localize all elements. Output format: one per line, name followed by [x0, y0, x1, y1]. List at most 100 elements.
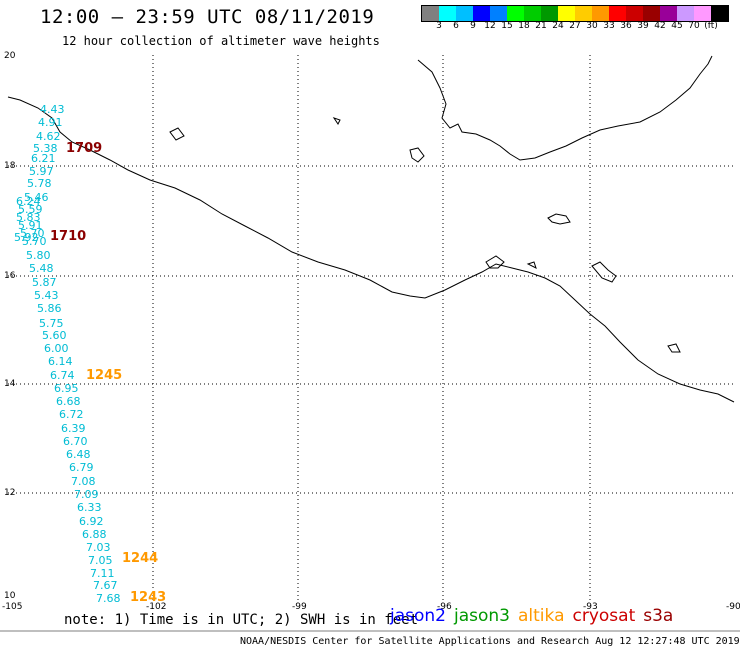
wave-height-label: 7.68: [96, 592, 121, 605]
wave-height-label: 5.38: [33, 142, 58, 155]
wave-height-label: 4.91: [38, 116, 63, 129]
scale-label: 30: [586, 21, 598, 31]
lon-tick-label: -99: [292, 602, 307, 612]
wave-height-label: 6.21: [31, 152, 56, 165]
scale-swatch: [660, 6, 677, 21]
wave-height-label: 6.14: [48, 355, 73, 368]
legend-item-altika: altika: [518, 606, 565, 626]
scale-swatch: [439, 6, 456, 21]
scale-swatch: [473, 6, 490, 21]
wave-height-label: 5.70: [20, 227, 45, 240]
wave-height-label: 6.88: [82, 528, 107, 541]
footer-note: note: 1) Time is in UTC; 2) SWH is in fe…: [64, 612, 419, 628]
wave-height-label: 7.03: [86, 541, 111, 554]
lat-tick-label: 12: [4, 488, 16, 498]
scale-label: 70: [688, 21, 700, 31]
scale-swatch: [456, 6, 473, 21]
wave-height-label: 5.43: [34, 289, 59, 302]
scale-label: 42: [654, 21, 666, 31]
color-scale: [421, 5, 729, 22]
wave-height-label: 6.79: [69, 461, 94, 474]
wave-height-label: 7.11: [90, 567, 115, 580]
wave-height-label: 6.68: [56, 395, 81, 408]
lat-tick-label: 14: [4, 379, 16, 389]
legend-item-s3a: s3a: [643, 606, 674, 626]
wave-height-label: 6.74: [50, 369, 75, 382]
lat-tick-label: 16: [4, 271, 16, 281]
scale-label: 33: [603, 21, 615, 31]
lon-tick-label: -93: [583, 602, 598, 612]
wave-height-label: 5.87: [32, 276, 57, 289]
scale-label: 27: [569, 21, 581, 31]
wave-height-label: 5.70: [22, 235, 47, 248]
scale-swatch: [677, 6, 694, 21]
scale-label: 39: [637, 21, 649, 31]
wave-height-label: 6.48: [66, 448, 91, 461]
scale-swatch: [711, 6, 728, 21]
wave-height-label: 6.72: [59, 408, 84, 421]
wave-height-label: 6.92: [79, 515, 104, 528]
wave-height-label: 5.59: [18, 203, 43, 216]
wave-height-label: 5.97: [29, 165, 54, 178]
scale-label: 21: [535, 21, 547, 31]
satellite-legend: jason2 jason3 altika cryosat s3a: [390, 606, 681, 626]
wave-height-label: 6.70: [63, 435, 88, 448]
wave-height-label: 6.39: [61, 422, 86, 435]
wave-height-label: 5.92: [14, 231, 39, 244]
wave-height-label: 4.43: [40, 103, 65, 116]
wave-height-label: 6.95: [54, 382, 79, 395]
wave-height-label: 7.08: [71, 475, 96, 488]
scale-swatch: [524, 6, 541, 21]
scale-label: 36: [620, 21, 632, 31]
lat-tick-label: 20: [4, 51, 16, 61]
legend-item-cryosat: cryosat: [572, 606, 636, 626]
scale-swatch: [609, 6, 626, 21]
wave-height-label: 5.46: [24, 191, 49, 204]
scale-swatch: [507, 6, 524, 21]
page-subtitle: 12 hour collection of altimeter wave hei…: [62, 34, 380, 48]
pass-time-label: 1709: [66, 141, 103, 156]
credit-line: NOAA/NESDIS Center for Satellite Applica…: [240, 636, 740, 647]
lon-tick-label: -102: [146, 602, 167, 612]
wave-height-label: 4.62: [36, 130, 61, 143]
scale-swatch: [643, 6, 660, 21]
scale-swatch: [558, 6, 575, 21]
graticule: [8, 55, 735, 600]
pass-time-label: 1244: [122, 551, 159, 566]
scale-swatch: [422, 6, 439, 21]
scale-label: 6: [453, 21, 459, 31]
scale-label: 45: [671, 21, 683, 31]
lon-tick-label: -90: [726, 602, 740, 612]
wave-height-label: 5.83: [16, 211, 41, 224]
pass-time-label: 1710: [50, 229, 87, 244]
scale-label: 9: [470, 21, 476, 31]
lon-tick-label: -105: [2, 602, 23, 612]
wave-height-label: 5.48: [29, 262, 54, 275]
wave-height-label: 6.00: [44, 342, 69, 355]
scale-label: 3: [436, 21, 442, 31]
wave-height-label: 5.75: [39, 317, 64, 330]
wave-height-label: 6.24: [16, 195, 41, 208]
wave-height-label: 7.05: [88, 554, 113, 567]
legend-item-jason2: jason2: [390, 606, 446, 626]
scale-label: 15: [501, 21, 513, 31]
wave-height-label: 7.67: [93, 579, 118, 592]
scale-swatch: [490, 6, 507, 21]
pass-time-label: 1245: [86, 368, 123, 383]
scale-swatch: [592, 6, 609, 21]
scale-label: (ft): [704, 21, 718, 31]
wave-height-label: 5.80: [26, 249, 51, 262]
scale-swatch: [626, 6, 643, 21]
lon-tick-label: -96: [437, 602, 452, 612]
wave-height-label: 6.33: [77, 501, 102, 514]
page-title: 12:00 – 23:59 UTC 08/11/2019: [40, 6, 375, 28]
pass-time-label: 1243: [130, 590, 167, 605]
wave-height-label: 5.86: [37, 302, 62, 315]
lat-tick-label: 10: [4, 591, 16, 601]
wave-height-label: 7.09: [74, 488, 99, 501]
scale-swatch: [541, 6, 558, 21]
wave-height-label: 5.60: [42, 329, 67, 342]
legend-item-jason3: jason3: [454, 606, 510, 626]
lat-tick-label: 18: [4, 161, 16, 171]
